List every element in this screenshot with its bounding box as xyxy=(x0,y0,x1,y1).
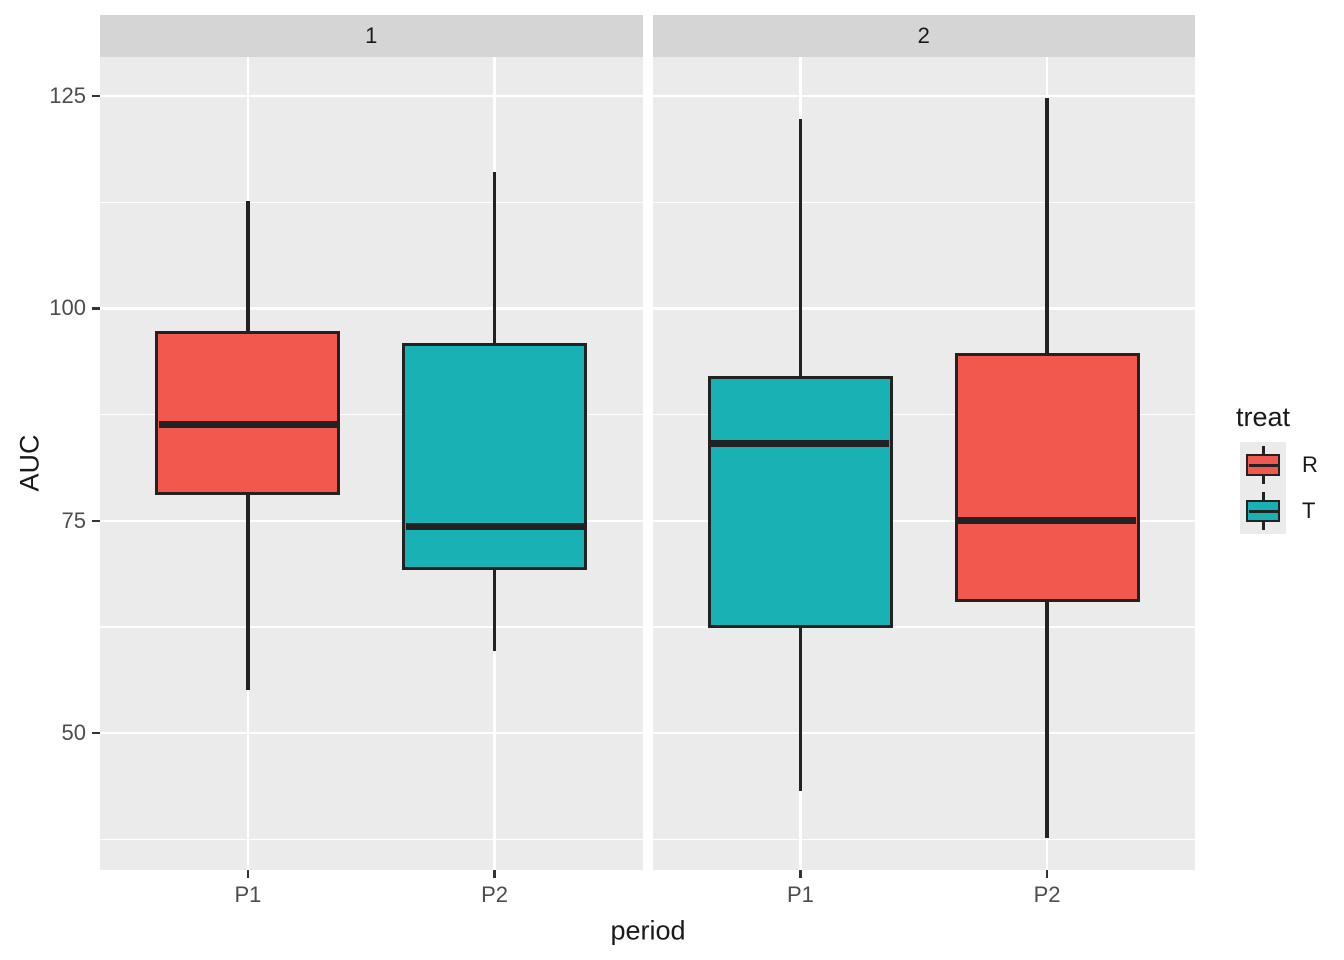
x-tick-label: P1 xyxy=(786,882,814,907)
gridline-major xyxy=(100,731,643,735)
box-iqr xyxy=(155,330,341,496)
gridline-major xyxy=(652,307,1195,310)
whisker-lower xyxy=(492,570,497,651)
y-tick-mark xyxy=(92,307,100,310)
gridline-minor xyxy=(100,838,643,841)
legend-key-boxplot-glyph-icon xyxy=(1240,488,1286,534)
y-tick-mark xyxy=(92,94,100,98)
glyph-median xyxy=(1248,463,1278,467)
whisker-upper xyxy=(246,200,250,331)
x-tick-label: P2 xyxy=(1033,882,1061,907)
x-tick-mark xyxy=(799,870,802,878)
legend-entry: R xyxy=(1240,442,1318,488)
y-tick-mark xyxy=(92,519,100,523)
whisker-upper xyxy=(1045,97,1049,354)
x-tick-mark xyxy=(246,870,250,878)
x-tick-label: P2 xyxy=(481,882,508,907)
box-iqr xyxy=(707,375,893,628)
x-axis-title: period xyxy=(610,915,686,946)
whisker-lower xyxy=(1045,601,1049,838)
whisker-upper xyxy=(492,171,497,344)
legend-key-boxplot-glyph-icon xyxy=(1240,442,1286,488)
gridline-major xyxy=(100,307,643,310)
legend-entry-label: T xyxy=(1302,498,1316,523)
facet-strip-label: 2 xyxy=(917,23,930,48)
glyph-median xyxy=(1248,509,1278,513)
x-tick-mark xyxy=(1045,870,1049,878)
median-line xyxy=(405,523,584,531)
y-tick-label: 125 xyxy=(49,83,86,109)
legend-entry: T xyxy=(1240,488,1318,534)
facet-strip-label: 1 xyxy=(365,23,378,48)
box-iqr xyxy=(402,343,588,571)
gridline-minor xyxy=(652,201,1195,204)
median-line xyxy=(158,421,337,429)
y-tick-label: 100 xyxy=(49,295,86,321)
x-tick-label: P1 xyxy=(234,882,262,907)
gridline-minor xyxy=(652,838,1195,841)
facet-strip: 1 xyxy=(100,15,643,57)
y-tick-label: 75 xyxy=(61,507,86,533)
y-tick-label: 50 xyxy=(61,720,86,746)
x-tick-mark xyxy=(493,870,496,878)
legend-entry-label: R xyxy=(1302,452,1318,477)
gridline-minor xyxy=(652,413,1195,416)
gridline-minor xyxy=(652,626,1195,628)
median-line xyxy=(711,440,890,448)
box-iqr xyxy=(954,353,1140,602)
whisker-lower xyxy=(798,627,803,791)
facet-strip: 2 xyxy=(652,15,1195,57)
gridline-major xyxy=(100,519,643,523)
gridline-major xyxy=(652,731,1195,735)
gridline-major xyxy=(652,519,1195,523)
legend-title: treat xyxy=(1236,402,1291,432)
whisker-upper xyxy=(798,119,803,376)
gridline-minor xyxy=(100,626,643,628)
gridline-minor xyxy=(100,413,643,416)
whisker-lower xyxy=(246,495,250,690)
y-tick-mark xyxy=(92,731,100,735)
gridline-major xyxy=(100,94,643,98)
gridline-minor xyxy=(100,201,643,204)
median-line xyxy=(958,517,1137,525)
gridline-major xyxy=(652,94,1195,98)
